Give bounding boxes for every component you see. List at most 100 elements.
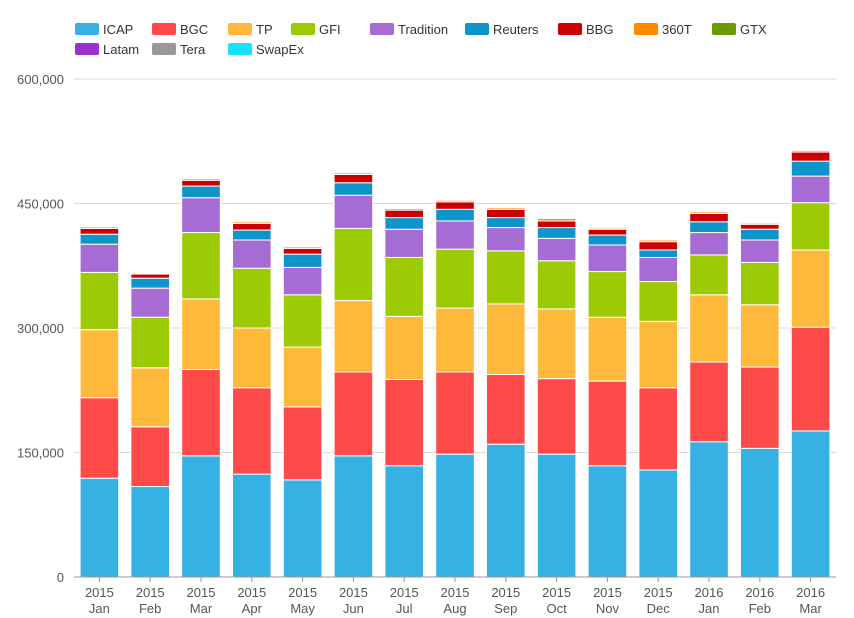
bar-stack-2015-mar[interactable] [181,176,221,578]
legend-item-bbg[interactable]: BBG [558,22,613,37]
bar-segment-icap[interactable] [232,473,272,578]
bar-segment-icap[interactable] [384,465,425,578]
bar-segment-gfi[interactable] [384,256,425,317]
bar-segment-reuters[interactable] [790,160,831,177]
bar-stack-2016-jan[interactable] [689,209,729,578]
bar-segment-gfi[interactable] [130,316,171,369]
bar-segment-bbg[interactable] [740,223,780,230]
legend-item-tera[interactable]: Tera [152,42,206,57]
bar-segment-tp[interactable] [587,316,628,382]
bar-segment-tp[interactable] [790,249,831,328]
bar-segment-reuters[interactable] [333,182,374,196]
bar-segment-bbg[interactable] [130,273,171,279]
bar-segment-icap[interactable] [79,477,120,578]
bar-segment-bbg[interactable] [587,228,628,236]
bar-stack-2015-jun[interactable] [333,170,374,578]
bar-segment-tp[interactable] [740,304,780,368]
bar-segment-bgc[interactable] [790,326,831,432]
bar-segment-tp[interactable] [384,315,425,380]
bar-segment-tradition[interactable] [536,237,577,262]
bar-segment-bgc[interactable] [435,371,475,455]
bar-segment-reuters[interactable] [536,227,577,239]
bar-segment-reuters[interactable] [587,234,628,246]
bar-segment-tradition[interactable] [689,232,729,256]
bar-segment-tradition[interactable] [435,220,475,250]
bar-stack-2015-apr[interactable] [232,219,272,578]
bar-segment-bbg[interactable] [790,151,831,162]
bar-segment-icap[interactable] [333,455,374,578]
bar-segment-bbg[interactable] [384,209,425,219]
legend-item-tradition[interactable]: Tradition [370,22,448,37]
bar-segment-gfi[interactable] [232,267,272,329]
bar-segment-gfi[interactable] [181,232,221,300]
bar-segment-gfi[interactable] [435,248,475,309]
bar-segment-bbg[interactable] [333,173,374,184]
bar-segment-icap[interactable] [587,465,628,578]
bar-segment-gfi[interactable] [282,294,323,348]
bar-segment-bgc[interactable] [587,380,628,467]
bar-segment-icap[interactable] [689,441,729,578]
bar-segment-tradition[interactable] [232,239,272,269]
bar-stack-2015-jul[interactable] [384,206,425,578]
bar-stack-2015-jan[interactable] [79,224,120,578]
bar-segment-tradition[interactable] [181,197,221,234]
bar-segment-gfi[interactable] [790,202,831,251]
bar-stack-2015-aug[interactable] [435,198,475,578]
bar-segment-tradition[interactable] [740,239,780,263]
bar-segment-bgc[interactable] [536,378,577,455]
bar-stack-2016-mar[interactable] [790,148,831,578]
bar-segment-bgc[interactable] [486,373,526,445]
bar-stack-2016-feb[interactable] [740,221,780,578]
bar-segment-bgc[interactable] [232,387,272,475]
bar-segment-reuters[interactable] [740,228,780,241]
legend-item-swapex[interactable]: SwapEx [228,42,304,57]
bar-segment-bbg[interactable] [536,220,577,229]
bar-segment-reuters[interactable] [384,217,425,230]
bar-segment-reuters[interactable] [79,233,120,245]
bar-segment-bgc[interactable] [740,366,780,449]
bar-segment-tradition[interactable] [587,244,628,273]
bar-segment-tradition[interactable] [282,266,323,296]
bar-segment-icap[interactable] [181,455,221,578]
bar-segment-bgc[interactable] [384,378,425,467]
bar-segment-tp[interactable] [79,329,120,399]
bar-segment-reuters[interactable] [181,185,221,199]
bar-segment-reuters[interactable] [130,277,171,289]
bar-segment-bgc[interactable] [333,371,374,457]
bar-segment-icap[interactable] [638,469,679,578]
bar-segment-bgc[interactable] [638,387,679,471]
bar-stack-2015-oct[interactable] [536,216,577,578]
bar-segment-tradition[interactable] [79,243,120,273]
bar-segment-tp[interactable] [435,307,475,373]
bar-segment-bbg[interactable] [486,208,526,219]
bar-segment-bbg[interactable] [435,201,475,210]
bar-segment-tradition[interactable] [384,228,425,258]
bar-segment-bbg[interactable] [282,247,323,255]
legend-item-icap[interactable]: ICAP [75,22,133,37]
bar-segment-tp[interactable] [486,303,526,375]
bar-segment-tp[interactable] [181,298,221,371]
bar-segment-bbg[interactable] [79,227,120,235]
legend-item-360t[interactable]: 360T [634,22,692,37]
legend-item-gfi[interactable]: GFI [291,22,341,37]
bar-segment-gfi[interactable] [587,271,628,318]
legend-item-reuters[interactable]: Reuters [465,22,539,37]
legend-item-bgc[interactable]: BGC [152,22,208,37]
bar-segment-tradition[interactable] [333,194,374,229]
bar-segment-tp[interactable] [638,320,679,389]
bar-segment-tp[interactable] [282,346,323,408]
legend-item-tp[interactable]: TP [228,22,273,37]
bar-segment-gfi[interactable] [486,250,526,305]
bar-segment-icap[interactable] [536,453,577,578]
bar-stack-2015-dec[interactable] [638,238,679,578]
bar-segment-tradition[interactable] [130,287,171,318]
bar-segment-tradition[interactable] [486,227,526,252]
bar-stack-2015-may[interactable] [282,244,323,578]
bar-segment-tradition[interactable] [790,175,831,204]
bar-segment-bgc[interactable] [79,397,120,479]
bar-segment-bgc[interactable] [689,361,729,443]
bar-stack-2015-nov[interactable] [587,226,628,578]
bar-segment-reuters[interactable] [435,208,475,222]
bar-segment-tp[interactable] [130,367,171,428]
bar-segment-reuters[interactable] [232,229,272,241]
